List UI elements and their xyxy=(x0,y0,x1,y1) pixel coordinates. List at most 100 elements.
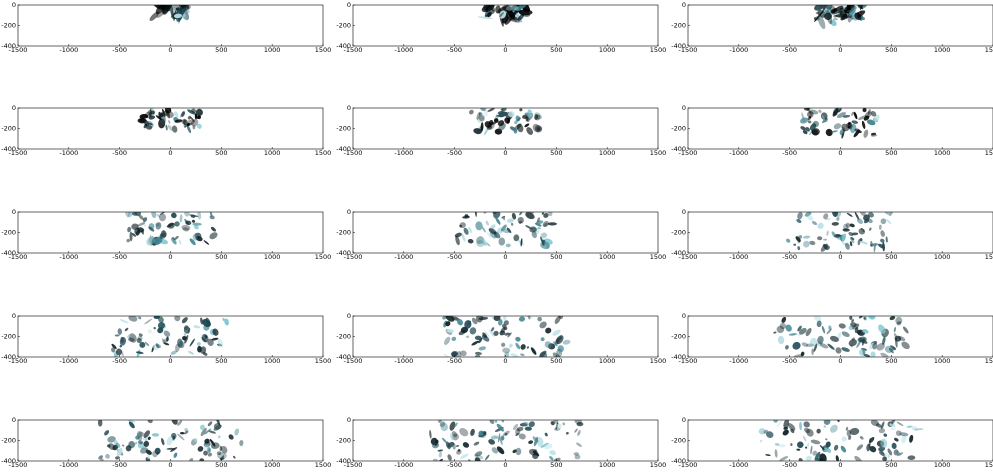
wave-blob xyxy=(444,336,451,345)
wave-blob xyxy=(459,224,462,228)
wave-blob xyxy=(439,421,446,427)
wave-blob xyxy=(774,449,778,458)
wave-blob xyxy=(781,316,787,323)
wave-blob xyxy=(194,113,198,120)
wave-blob xyxy=(193,325,201,329)
wave-blob xyxy=(515,432,520,437)
wave-blob xyxy=(821,325,826,334)
wave-blob xyxy=(184,430,189,435)
wave-blob xyxy=(166,110,171,119)
wave-blob xyxy=(853,111,858,120)
wave-blob xyxy=(549,456,554,461)
wave-blob xyxy=(864,354,871,357)
y-tick-label: -400 xyxy=(671,42,686,50)
wave-blob xyxy=(146,121,154,128)
wave-blob xyxy=(524,123,530,128)
wave-blob xyxy=(470,428,475,436)
wave-blob xyxy=(880,238,885,243)
plot-frame xyxy=(687,419,993,462)
wave-blob xyxy=(557,345,564,353)
wave-blob xyxy=(857,336,867,343)
wave-blob xyxy=(189,458,194,461)
wave-blob xyxy=(574,454,581,460)
wave-blob xyxy=(866,119,876,126)
wave-blob xyxy=(135,229,141,236)
wave-blob xyxy=(841,331,850,338)
wave-blob xyxy=(850,420,857,422)
wave-blob xyxy=(107,444,111,448)
wave-blob xyxy=(192,222,202,226)
wave-blob xyxy=(529,226,537,233)
wave-blob xyxy=(147,329,152,334)
wave-blob xyxy=(519,422,528,427)
wave-blob xyxy=(880,421,885,430)
wave-blob xyxy=(131,223,139,230)
wave-blob xyxy=(816,428,821,434)
wave-blob xyxy=(848,231,854,237)
wave-blob xyxy=(177,433,185,441)
wave-blob xyxy=(800,126,806,131)
wave-blob xyxy=(510,353,519,357)
wave-blob xyxy=(158,213,166,222)
wave-blob xyxy=(188,350,194,355)
wave-blob xyxy=(854,12,862,21)
wave-blob xyxy=(172,236,175,240)
wave-blob xyxy=(197,212,202,220)
wave-blob xyxy=(540,351,548,357)
wave-blob xyxy=(166,447,176,450)
wave-blob xyxy=(515,342,521,350)
wave-blob xyxy=(494,420,498,423)
wave-blob xyxy=(778,444,786,448)
wave-blob xyxy=(233,455,236,459)
wave-blob xyxy=(896,321,902,326)
wave-blob xyxy=(883,433,888,437)
x-tick-label: 1000 xyxy=(934,46,951,54)
y-tick-label: -200 xyxy=(336,333,351,341)
wave-blob xyxy=(823,213,829,220)
wave-blob xyxy=(766,431,774,438)
wave-blob xyxy=(836,235,843,240)
wave-blob xyxy=(878,243,885,249)
wave-blob xyxy=(795,236,801,242)
wave-blob xyxy=(503,216,505,221)
x-tick-label: -1500 xyxy=(679,253,698,261)
wave-blob xyxy=(833,14,837,18)
wave-blob xyxy=(848,325,854,331)
wave-blob xyxy=(534,114,539,120)
wave-blob xyxy=(171,125,178,133)
x-tick-label: 1000 xyxy=(599,357,616,365)
x-tick-label: -1500 xyxy=(344,46,363,54)
x-tick-label: -1000 xyxy=(394,461,413,469)
x-tick-label: 1000 xyxy=(264,46,281,54)
wavefield xyxy=(800,108,880,139)
y-tick-label: 0 xyxy=(12,208,16,216)
y-tick-label: -200 xyxy=(671,125,686,133)
x-tick-label: 0 xyxy=(503,253,507,261)
wave-blob xyxy=(818,109,822,113)
wave-blob xyxy=(554,316,561,324)
wave-blob xyxy=(127,334,131,338)
x-tick-label: 0 xyxy=(838,253,842,261)
wave-blob xyxy=(234,428,240,436)
wave-blob xyxy=(841,347,850,352)
panel: -1500 -1000 -500 0 500 1000 1500 0 -200 -400 xyxy=(336,1,666,54)
wave-blob xyxy=(894,335,902,342)
wave-blob xyxy=(496,446,505,455)
wave-blob xyxy=(837,9,843,15)
wave-blob xyxy=(527,109,532,114)
wave-blob xyxy=(150,110,155,115)
x-tick-label: -500 xyxy=(447,357,462,365)
wave-blob xyxy=(901,434,907,444)
wave-blob xyxy=(859,240,868,245)
wave-blob xyxy=(228,434,234,440)
wave-blob xyxy=(565,431,569,435)
wave-blob xyxy=(460,326,469,334)
wavefield xyxy=(454,212,557,250)
wave-blob xyxy=(500,224,507,232)
y-tick-label: -200 xyxy=(671,437,686,445)
y-tick-label: -200 xyxy=(1,333,16,341)
wave-blob xyxy=(207,447,211,454)
wave-blob xyxy=(482,332,488,338)
wave-blob xyxy=(174,119,183,123)
wave-blob xyxy=(467,238,474,244)
